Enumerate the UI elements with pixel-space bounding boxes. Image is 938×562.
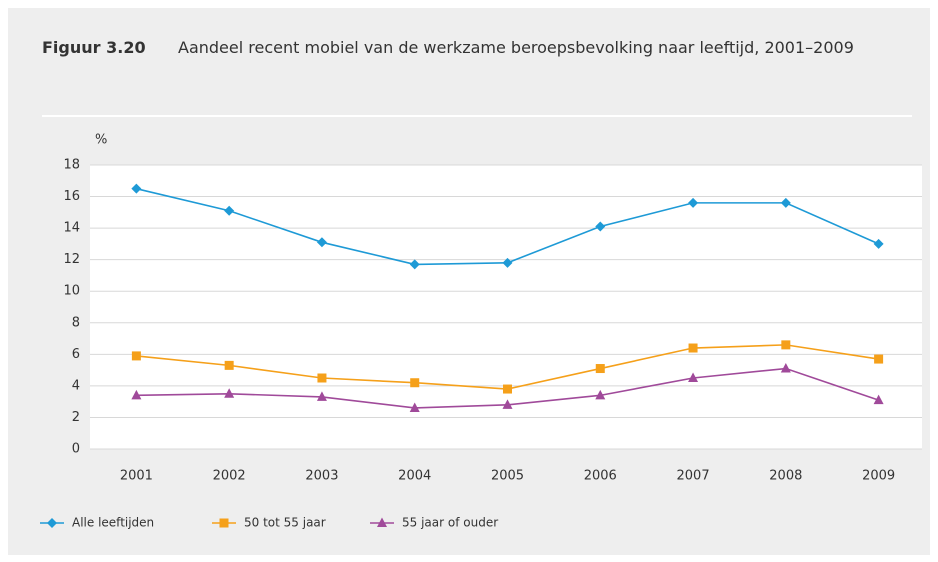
marker [409, 259, 420, 270]
x-tick-label: 2009 [862, 469, 895, 484]
marker [502, 257, 513, 268]
marker [317, 373, 327, 383]
y-tick-label: 0 [72, 442, 80, 457]
y-tick-label: 2 [72, 410, 80, 425]
y-tick-label: 6 [72, 347, 80, 362]
marker [224, 360, 234, 370]
marker [874, 354, 884, 364]
marker [131, 183, 142, 194]
separator [42, 115, 912, 117]
y-tick-label: 16 [63, 189, 80, 204]
chart-title: Aandeel recent mobiel van de werkzame be… [178, 38, 854, 57]
y-tick-label: 14 [63, 221, 80, 236]
marker [316, 391, 327, 401]
y-tick-label: 8 [72, 315, 80, 330]
x-tick-label: 2006 [584, 469, 617, 484]
legend-label: 50 tot 55 jaar [244, 516, 326, 530]
y-tick-label: 10 [63, 284, 80, 299]
legend-label: 55 jaar of ouder [402, 516, 498, 530]
x-tick-label: 2007 [677, 469, 710, 484]
marker [224, 388, 235, 398]
x-tick-label: 2003 [305, 469, 338, 484]
marker [688, 197, 699, 208]
marker [316, 237, 327, 248]
legend-marker [47, 518, 57, 528]
marker [688, 372, 699, 382]
marker [873, 238, 884, 249]
marker [688, 343, 698, 353]
x-tick-label: 2008 [769, 469, 802, 484]
marker [595, 364, 605, 374]
y-tick-label: 4 [72, 378, 80, 393]
legend-marker [219, 518, 229, 528]
marker [780, 197, 791, 208]
marker [873, 394, 884, 405]
marker [131, 389, 142, 400]
marker [131, 351, 141, 361]
marker [595, 389, 606, 400]
marker [409, 402, 420, 412]
x-tick-label: 2002 [213, 469, 246, 484]
marker [780, 363, 791, 373]
figure-label: Figuur 3.20 [42, 38, 146, 57]
marker [781, 340, 791, 350]
x-tick-label: 2005 [491, 469, 524, 484]
x-tick-label: 2004 [398, 469, 431, 484]
x-tick-label: 2001 [120, 469, 153, 484]
y-axis-label: % [95, 133, 107, 148]
legend-label: Alle leeftijden [72, 516, 154, 530]
legend-marker [377, 517, 387, 527]
marker [224, 205, 235, 216]
marker [410, 378, 420, 388]
marker [503, 384, 512, 394]
marker [502, 399, 513, 409]
marker [595, 221, 606, 232]
y-tick-label: 12 [63, 252, 80, 267]
y-tick-label: 18 [63, 158, 80, 173]
